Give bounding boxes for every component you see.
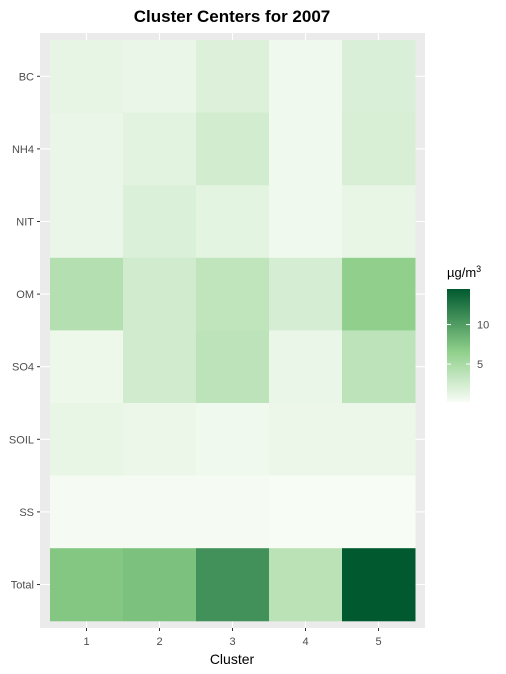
y-axis: BC NH4 NIT OM SO4 SOIL SS Total <box>9 71 40 592</box>
heatmap-cell <box>269 548 343 622</box>
heatmap-cell <box>196 112 270 186</box>
heatmap-cell <box>269 403 343 477</box>
x-tick-label: 1 <box>83 636 89 648</box>
y-tick-label: SO4 <box>12 362 34 374</box>
heatmap-cell <box>50 185 124 259</box>
heatmap-cell <box>269 112 343 186</box>
heatmap-cell <box>123 257 197 331</box>
legend-title: µg/m3 <box>447 264 481 280</box>
heatmap-cell <box>269 330 343 404</box>
heatmap-cells <box>50 40 416 622</box>
heatmap-cell <box>342 112 416 186</box>
heatmap-cell <box>269 475 343 549</box>
heatmap-cell <box>50 403 124 477</box>
heatmap-cell <box>50 40 124 114</box>
heatmap-cell <box>123 330 197 404</box>
heatmap-cell <box>269 257 343 331</box>
heatmap-cell <box>196 185 270 259</box>
heatmap-cell <box>50 548 124 622</box>
heatmap-cell <box>196 548 270 622</box>
heatmap-cell <box>50 257 124 331</box>
colorbar <box>447 289 470 402</box>
heatmap-cell <box>342 475 416 549</box>
heatmap-cell <box>123 403 197 477</box>
heatmap-cell <box>342 257 416 331</box>
y-tick-label: SS <box>19 507 34 519</box>
heatmap-cell <box>196 257 270 331</box>
x-tick-label: 5 <box>375 636 381 648</box>
y-tick-label: NH4 <box>12 144 34 156</box>
heatmap-cell <box>123 40 197 114</box>
heatmap-cell <box>50 330 124 404</box>
y-tick-label: BC <box>19 71 34 83</box>
heatmap-cell <box>342 548 416 622</box>
heatmap-cell <box>123 475 197 549</box>
heatmap-cell <box>50 112 124 186</box>
legend-title-unit: µg/m <box>447 265 476 280</box>
heatmap-cell <box>196 40 270 114</box>
legend-title-exponent: 3 <box>476 264 481 274</box>
x-tick-label: 3 <box>229 636 235 648</box>
x-axis: 1 2 3 4 5 <box>83 628 382 648</box>
y-tick-label: SOIL <box>9 434 34 446</box>
colorbar-ticks: 5 10 <box>447 320 489 371</box>
colorbar-tick-label: 10 <box>477 320 489 332</box>
heatmap-cell <box>123 548 197 622</box>
heatmap-cell <box>123 185 197 259</box>
heatmap-cell <box>196 330 270 404</box>
colorbar-tick-label: 5 <box>477 359 483 371</box>
heatmap-cell <box>123 112 197 186</box>
heatmap-cell <box>342 330 416 404</box>
y-tick-label: OM <box>16 289 34 301</box>
colorbar-legend: µg/m3 5 10 <box>447 264 489 402</box>
x-axis-title: Cluster <box>210 651 255 667</box>
heatmap-cell <box>196 475 270 549</box>
heatmap-cell <box>342 40 416 114</box>
x-tick-label: 4 <box>302 636 308 648</box>
heatmap-cell <box>50 475 124 549</box>
heatmap-cell <box>269 40 343 114</box>
chart-title: Cluster Centers for 2007 <box>134 7 331 26</box>
heatmap-cell <box>196 403 270 477</box>
heatmap-cell <box>269 185 343 259</box>
y-tick-label: NIT <box>16 217 34 229</box>
heatmap-cell <box>342 185 416 259</box>
heatmap-cell <box>342 403 416 477</box>
y-tick-label: Total <box>11 580 34 592</box>
x-tick-label: 2 <box>156 636 162 648</box>
